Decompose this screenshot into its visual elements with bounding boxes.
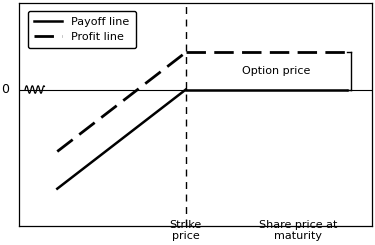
Text: Strike
price: Strike price: [170, 220, 202, 241]
Legend: Payoff line, Profit line: Payoff line, Profit line: [28, 11, 136, 48]
Text: 0: 0: [1, 83, 9, 96]
Text: Option price: Option price: [242, 66, 310, 76]
Text: Share price at
maturity: Share price at maturity: [259, 220, 338, 241]
